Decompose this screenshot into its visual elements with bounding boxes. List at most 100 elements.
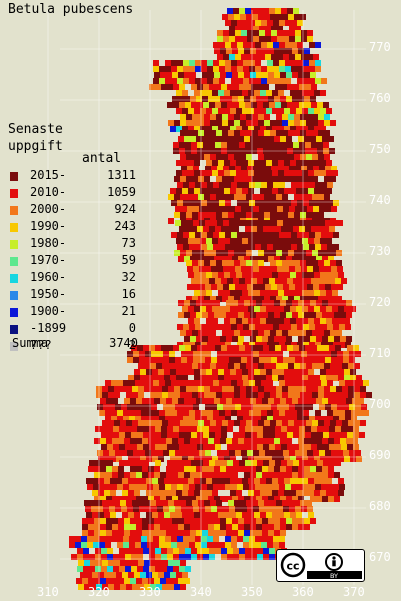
grid-cell <box>342 386 348 392</box>
grid-cell <box>122 478 128 484</box>
grid-cell <box>326 160 332 166</box>
grid-cell <box>285 484 291 490</box>
grid-cell <box>223 284 229 290</box>
grid-cell <box>82 530 88 536</box>
grid-cell <box>257 432 263 438</box>
grid-cell <box>276 120 282 126</box>
grid-cell <box>154 72 160 78</box>
grid-cell <box>310 256 316 262</box>
grid-cell <box>248 369 254 375</box>
grid-cell <box>162 386 168 392</box>
grid-cell <box>230 478 236 484</box>
grid-cell <box>184 312 190 318</box>
grid-cell <box>301 220 307 226</box>
grid-cell <box>106 496 112 502</box>
grid-cell <box>255 416 261 422</box>
grid-cell <box>156 363 162 369</box>
grid-cell <box>298 398 304 404</box>
grid-cell <box>296 375 302 381</box>
grid-cell <box>360 392 366 398</box>
grid-cell <box>278 456 284 462</box>
grid-cell <box>108 560 114 566</box>
grid-cell <box>210 114 216 120</box>
grid-cell <box>240 130 246 136</box>
grid-cell <box>206 512 212 518</box>
grid-cell <box>195 60 201 66</box>
grid-cell <box>244 496 250 502</box>
grid-cell <box>123 410 129 416</box>
grid-cell <box>290 108 296 114</box>
grid-cell <box>256 524 262 530</box>
grid-cell <box>182 478 188 484</box>
grid-cell <box>236 478 242 484</box>
grid-cell <box>214 136 220 142</box>
grid-cell <box>313 54 319 60</box>
grid-cell <box>290 238 296 244</box>
grid-cell <box>148 578 154 584</box>
grid-cell <box>306 296 312 302</box>
grid-cell <box>253 30 259 36</box>
grid-cell <box>202 312 208 318</box>
grid-cell <box>285 66 291 72</box>
grid-cell <box>225 324 231 330</box>
grid-cell <box>158 512 164 518</box>
grid-cell <box>120 420 126 426</box>
grid-cell <box>188 318 194 324</box>
grid-cell <box>228 14 234 20</box>
grid-cell <box>82 524 88 530</box>
grid-cell <box>192 120 198 126</box>
grid-cell <box>240 176 246 182</box>
grid-cell <box>263 278 269 284</box>
grid-cell <box>224 369 230 375</box>
grid-cell <box>349 357 355 363</box>
grid-cell <box>291 42 297 48</box>
grid-cell <box>108 584 114 590</box>
grid-cell <box>280 496 286 502</box>
grid-cell <box>282 194 288 200</box>
grid-cell <box>152 478 158 484</box>
grid-cell <box>214 336 220 342</box>
grid-cell <box>179 426 185 432</box>
grid-cell <box>282 154 288 160</box>
grid-cell <box>104 456 110 462</box>
grid-cell <box>284 170 290 176</box>
grid-cell <box>339 484 345 490</box>
grid-cell <box>93 536 99 542</box>
grid-cell <box>192 386 198 392</box>
grid-cell <box>257 102 263 108</box>
grid-cell <box>212 170 218 176</box>
grid-cell <box>135 410 141 416</box>
grid-cell <box>301 206 307 212</box>
grid-cell <box>311 460 317 466</box>
grid-cell <box>322 300 328 306</box>
grid-cell <box>214 518 220 524</box>
grid-cell <box>277 351 283 357</box>
grid-cell <box>312 120 318 126</box>
grid-cell <box>259 506 265 512</box>
grid-cell <box>280 336 286 342</box>
grid-cell <box>104 490 110 496</box>
grid-cell <box>337 357 343 363</box>
grid-cell <box>144 560 150 566</box>
grid-cell <box>107 432 113 438</box>
grid-cell <box>244 472 250 478</box>
legend-count: 59 <box>121 253 136 267</box>
grid-cell <box>125 444 131 450</box>
grid-cell <box>280 438 286 444</box>
grid-cell <box>299 142 305 148</box>
grid-cell <box>200 290 206 296</box>
grid-cell <box>286 524 292 530</box>
grid-cell <box>308 238 314 244</box>
grid-cell <box>278 160 284 166</box>
grid-cell <box>339 342 345 348</box>
grid-cell <box>289 54 295 60</box>
grid-cell <box>100 518 106 524</box>
grid-cell <box>229 284 235 290</box>
grid-cell <box>302 160 308 166</box>
grid-cell <box>112 530 118 536</box>
grid-cell <box>272 369 278 375</box>
grid-cell <box>168 386 174 392</box>
grid-cell <box>186 260 192 266</box>
grid-cell <box>243 60 249 66</box>
grid-cell <box>138 500 144 506</box>
